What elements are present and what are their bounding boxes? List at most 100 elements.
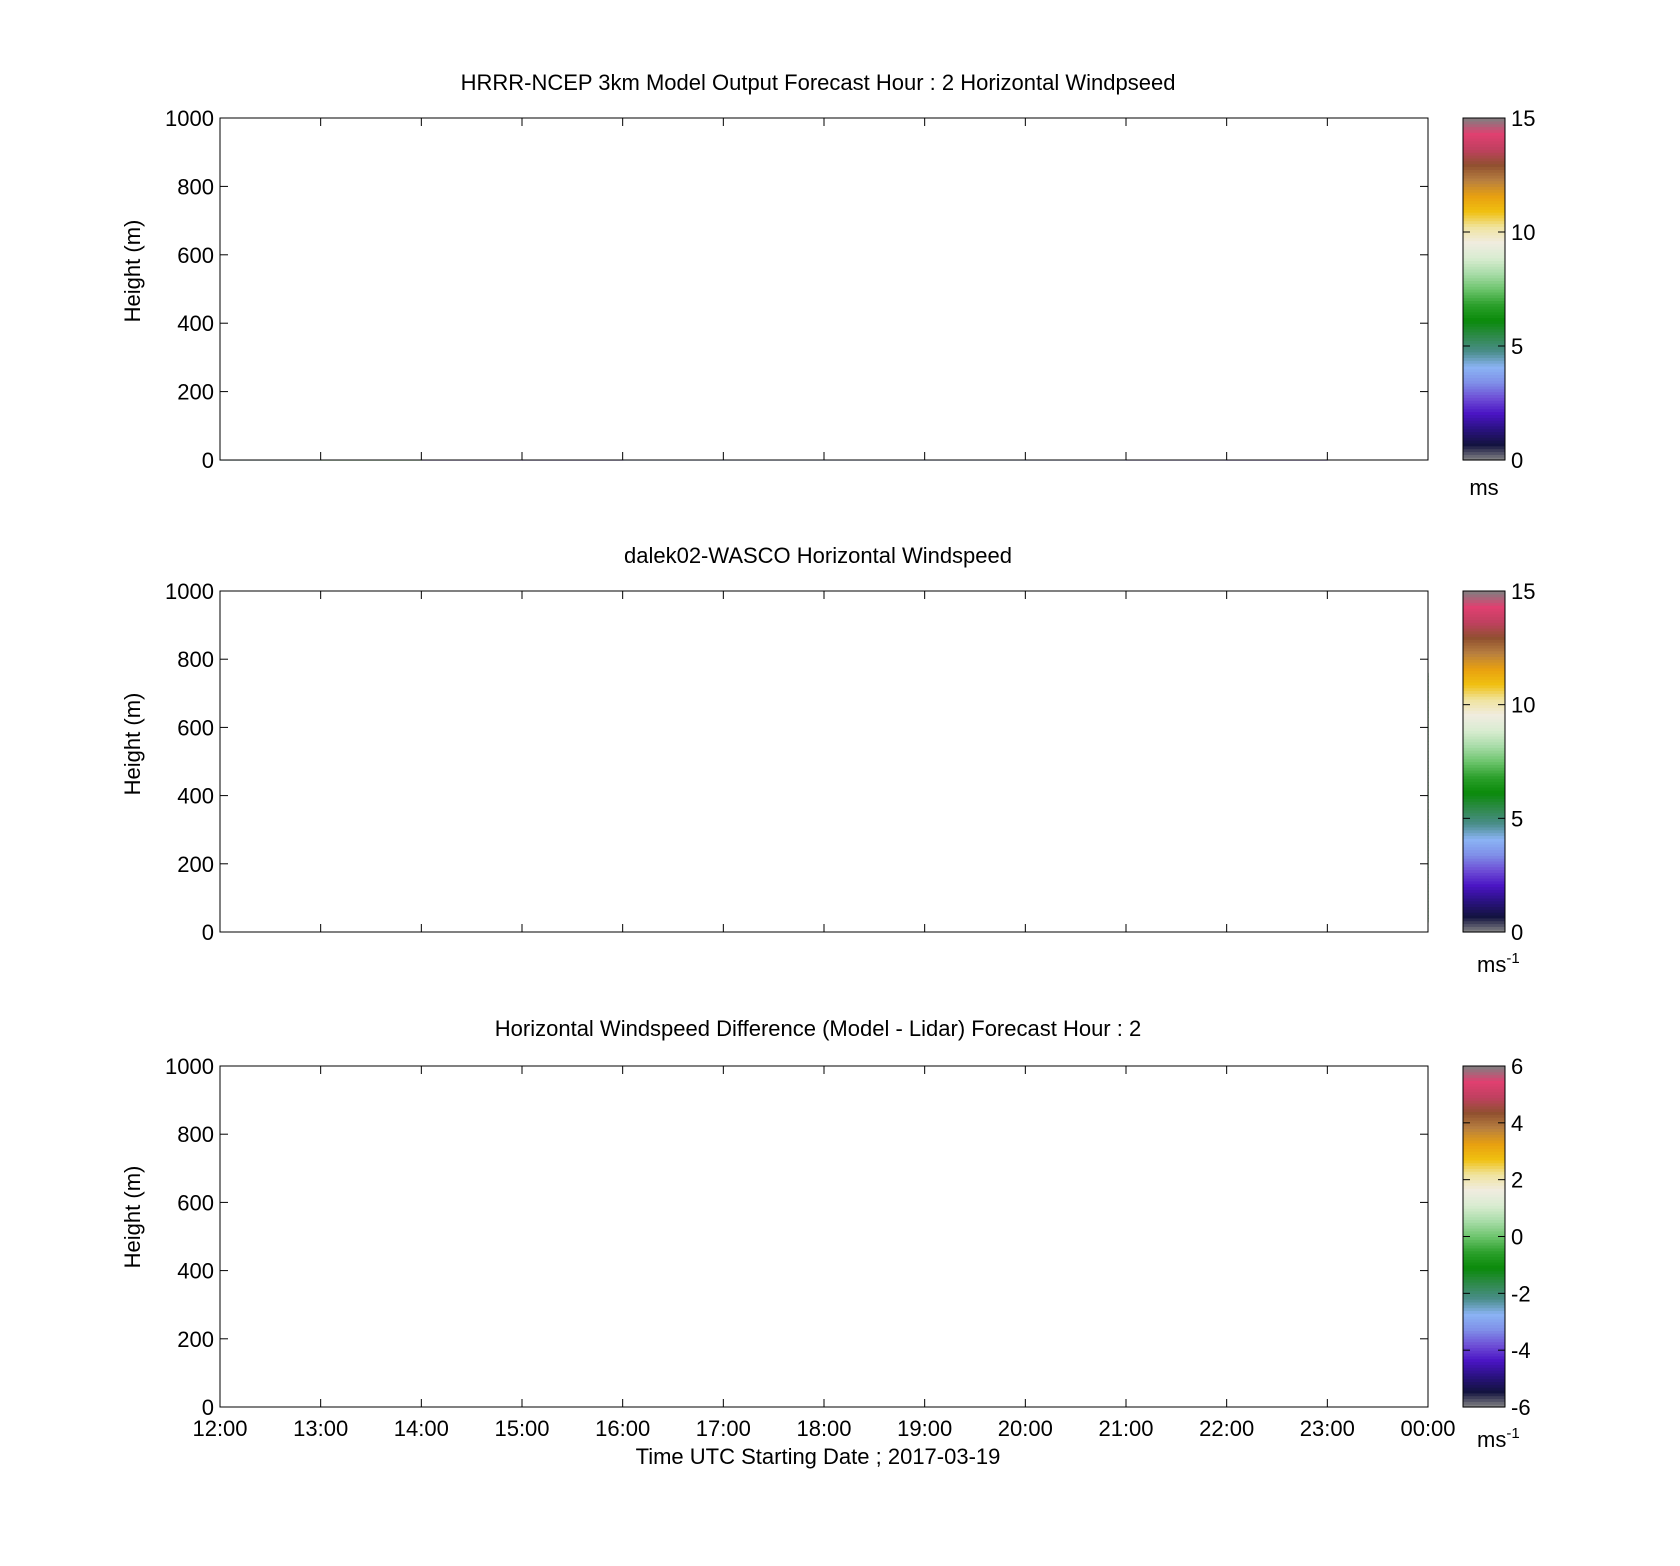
colorbar-segment (1463, 320, 1505, 324)
colorbar-segment (1463, 132, 1505, 136)
colorbar-segment (1463, 380, 1505, 384)
colorbar-segment (1463, 770, 1505, 774)
colorbar-segment (1463, 852, 1505, 856)
colorbar-segment (1463, 1347, 1505, 1351)
colorbar-segment (1463, 804, 1505, 808)
colorbar-segment (1463, 1353, 1505, 1357)
colorbar-segment (1463, 855, 1505, 859)
colorbar-segment (1463, 741, 1505, 746)
colorbar-segment (1463, 619, 1505, 623)
colorbar-segment (1463, 1066, 1505, 1070)
colorbar-segment (1463, 1159, 1505, 1164)
colorbar-segment (1463, 283, 1505, 287)
colorbar-segment (1463, 593, 1505, 598)
colorbar-segment (1463, 1395, 1505, 1400)
colorbar-segment (1463, 838, 1505, 842)
colorbar-segment (1463, 194, 1505, 199)
colorbar-segment (1463, 1381, 1505, 1385)
colorbar-segment (1463, 707, 1505, 711)
colorbar-segment (1463, 1364, 1505, 1368)
colorbar-segment (1463, 929, 1505, 933)
colorbar-segment (1463, 240, 1505, 244)
colorbar-segment (1463, 664, 1505, 669)
colorbar-segment (1463, 246, 1505, 250)
colorbar-segment (1463, 818, 1505, 822)
plot-area (220, 1066, 1428, 1407)
colorbar-segment (1463, 716, 1505, 720)
colorbar-segment (1463, 1267, 1505, 1272)
colorbar-segment (1463, 698, 1505, 703)
panel-windspeed-difference: Horizontal Windspeed Difference (Model -… (120, 1016, 1531, 1469)
colorbar-segment (1463, 403, 1505, 407)
colorbar-segment (1463, 1259, 1505, 1263)
colorbar-segment (1463, 1313, 1505, 1317)
colorbar-segment (1463, 308, 1505, 313)
y-tick-label: 1000 (165, 106, 214, 131)
colorbar-segment (1463, 177, 1505, 182)
colorbar-segment (1463, 400, 1505, 404)
colorbar-segment (1463, 1253, 1505, 1257)
colorbar-segment (1463, 1068, 1505, 1073)
colorbar-segment (1463, 1100, 1505, 1104)
panel-1-colorbar: 0 5 10 15 ms (1462, 106, 1535, 500)
colorbar-segment (1463, 1085, 1505, 1090)
colorbar-segment (1463, 291, 1505, 296)
colorbar-segment (1463, 1179, 1505, 1184)
colorbar-segment (1463, 656, 1505, 660)
colorbar-frame (1462, 117, 1506, 461)
colorbar-segment (1463, 160, 1505, 165)
colorbar-segment (1463, 1199, 1505, 1203)
y-tick-label: 1000 (165, 1054, 214, 1079)
colorbar-segment (1463, 750, 1505, 754)
colorbar-segment (1463, 385, 1505, 390)
colorbar-segment (1463, 795, 1505, 800)
y-tick-label: 800 (177, 1122, 214, 1147)
colorbar-segment (1463, 1111, 1505, 1115)
colorbar-segment (1463, 1316, 1505, 1320)
colorbar-segment (1463, 317, 1505, 321)
colorbar-segment (1463, 1094, 1505, 1098)
colorbar-segment (1463, 846, 1505, 851)
colorbar-segment (1463, 152, 1505, 156)
colorbar-segment (1463, 909, 1505, 913)
colorbar-segment (1463, 1137, 1505, 1141)
colorbar-segment (1463, 889, 1505, 893)
colorbar-segment (1463, 878, 1505, 882)
colorbar-segment (1463, 738, 1505, 743)
colorbar-segment (1463, 180, 1505, 185)
colorbar-segment (1463, 314, 1505, 319)
colorbar-segment (1463, 747, 1505, 751)
colorbar-segment (1463, 1307, 1505, 1311)
colorbar-segment (1463, 118, 1505, 122)
colorbar-tick-label: 0 (1511, 448, 1523, 473)
panel-2-ylabel: Height (m) (120, 693, 145, 796)
colorbar-segment (1463, 157, 1505, 162)
colorbar-segment (1463, 627, 1505, 632)
colorbar-tick-label: 6 (1511, 1054, 1523, 1079)
colorbar-segment (1463, 294, 1505, 299)
colorbar-tick-label: 10 (1511, 220, 1535, 245)
colorbar-segment (1463, 735, 1505, 740)
colorbar-segment (1463, 761, 1505, 765)
colorbar-segment (1463, 917, 1505, 922)
colorbar-segment (1463, 388, 1505, 393)
colorbar-segment (1463, 1358, 1505, 1363)
colorbar-segment (1463, 1128, 1505, 1132)
colorbar-segment (1463, 903, 1505, 908)
colorbar-segment (1463, 1091, 1505, 1096)
colorbar-segment (1463, 200, 1505, 205)
x-tick-label: 20:00 (998, 1416, 1053, 1441)
colorbar-segment (1463, 1330, 1505, 1334)
y-tick-label: 200 (177, 380, 214, 405)
colorbar-segment (1463, 234, 1505, 239)
colorbar-segment (1463, 721, 1505, 726)
colorbar-segment (1463, 357, 1505, 361)
colorbar-segment (1463, 1122, 1505, 1127)
colorbar-segment (1463, 300, 1505, 304)
colorbar-segment (1463, 687, 1505, 692)
colorbar-segment (1463, 1083, 1505, 1087)
colorbar-segment (1463, 1327, 1505, 1331)
colorbar-segment (1463, 374, 1505, 378)
colorbar-segment (1463, 226, 1505, 230)
colorbar-segment (1463, 798, 1505, 802)
